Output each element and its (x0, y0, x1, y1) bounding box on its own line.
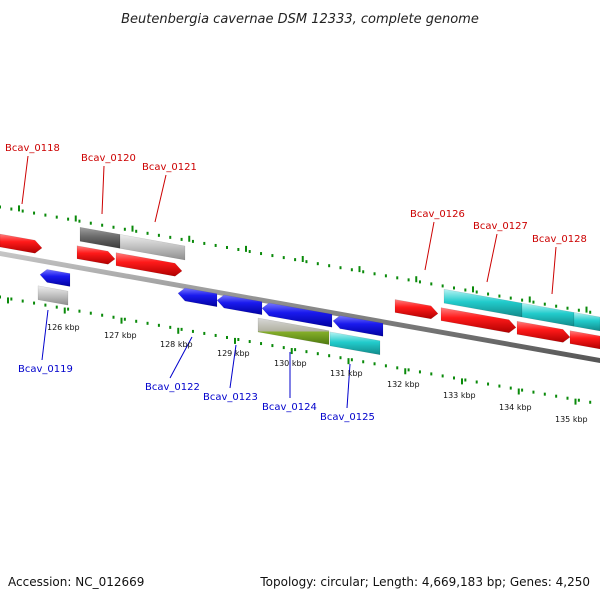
gene-bcav-0121-arrow[interactable] (119, 234, 186, 261)
gene-bcav-0124-arrow[interactable] (261, 302, 333, 328)
scale-label-127: 127 kbp (104, 331, 137, 340)
gene-reverse-blue-arrow[interactable] (332, 315, 384, 337)
gene-label-bcav-0124[interactable]: Bcav_0124 (262, 402, 317, 413)
gene-label-leaders (21, 155, 557, 409)
leader-bcav-0125 (346, 363, 351, 409)
leader-bcav-0128 (551, 246, 557, 295)
leader-bcav-0119 (41, 309, 49, 361)
genome-backbone (0, 251, 600, 363)
gene-label-bcav-0125[interactable]: Bcav_0125 (320, 412, 375, 423)
gene-bcav-0119-arrow[interactable] (39, 269, 71, 287)
gene-label-bcav-0126[interactable]: Bcav_0126 (410, 209, 465, 220)
gene-reverse-olive-arrow[interactable] (257, 317, 330, 345)
leader-bcav-0122 (169, 336, 193, 379)
scale-label-133: 133 kbp (443, 391, 476, 400)
gene-bcav-0127-arrow[interactable] (440, 307, 517, 334)
gene-bcav-0128-arrow[interactable] (516, 320, 571, 343)
scale-label-129: 129 kbp (217, 349, 250, 358)
scale-label-132: 132 kbp (387, 380, 420, 389)
gene-bcav-0125-arrow[interactable] (329, 331, 381, 356)
gene-forward-red-arrow[interactable] (115, 252, 183, 277)
map-title: Beutenbergia cavernae DSM 12333, complet… (121, 12, 479, 27)
leader-bcav-0120 (101, 165, 105, 215)
reverse-tick-track (0, 295, 592, 405)
scale-label-128: 128 kbp (160, 340, 193, 349)
scale-label-135: 135 kbp (555, 415, 588, 424)
gene-label-bcav-0121[interactable]: Bcav_0121 (142, 162, 197, 173)
gene-bcav-0118-arrow[interactable] (0, 233, 43, 254)
scale-label-131: 131 kbp (330, 369, 363, 378)
gene-label-bcav-0120[interactable]: Bcav_0120 (81, 153, 136, 164)
leader-bcav-0121 (154, 174, 167, 223)
gene-label-bcav-0119[interactable]: Bcav_0119 (18, 364, 73, 375)
gene-bcav-0128-cyan-arrow[interactable] (573, 312, 600, 332)
gene-reverse-gray-arrow[interactable] (37, 285, 69, 306)
accession-text: Accession: NC_012669 (8, 575, 144, 589)
leader-bcav-0126 (424, 221, 435, 271)
gene-features (0, 226, 600, 356)
gene-label-bcav-0128[interactable]: Bcav_0128 (532, 234, 587, 245)
leader-bcav-0118 (21, 155, 29, 205)
gene-label-bcav-0123[interactable]: Bcav_0123 (203, 392, 258, 403)
scale-label-134: 134 kbp (499, 403, 532, 412)
gene-label-bcav-0127[interactable]: Bcav_0127 (473, 221, 528, 232)
scale-label-126: 126 kbp (47, 323, 80, 332)
gene-forward-red-arrow[interactable] (76, 245, 116, 265)
scale-label-130: 130 kbp (274, 359, 307, 368)
gene-bcav-0126-arrow[interactable] (394, 299, 439, 320)
gene-label-bcav-0118[interactable]: Bcav_0118 (5, 143, 60, 154)
gene-forward-red-arrow[interactable] (569, 330, 600, 350)
gene-bcav-0127-cyan-arrow[interactable] (521, 302, 575, 327)
forward-tick-track (0, 205, 592, 314)
leader-bcav-0123 (229, 344, 237, 389)
gene-bcav-0120-arrow[interactable] (79, 226, 121, 249)
gene-label-bcav-0122[interactable]: Bcav_0122 (145, 382, 200, 393)
topology-summary-text: Topology: circular; Length: 4,669,183 bp… (259, 575, 590, 589)
leader-bcav-0127 (486, 233, 498, 283)
